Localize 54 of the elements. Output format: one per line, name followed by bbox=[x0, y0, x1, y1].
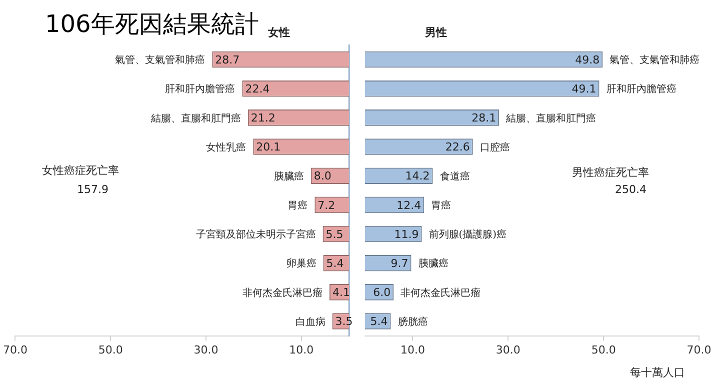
category-label: 前列腺(攝護腺)癌 bbox=[428, 230, 507, 241]
category-label: 胰臟癌 bbox=[418, 258, 448, 270]
category-label: 膀胱癌 bbox=[398, 316, 428, 328]
x-tick-label: 10.0 bbox=[400, 343, 425, 356]
y-tick-label: 胃癌 bbox=[288, 200, 308, 212]
data-label: 20.1 bbox=[256, 140, 281, 154]
data-label: 14.2 bbox=[405, 170, 430, 183]
data-label: 11.9 bbox=[394, 228, 419, 241]
data-label: 5.4 bbox=[326, 256, 344, 270]
data-label: 8.0 bbox=[314, 170, 332, 183]
data-label: 22.6 bbox=[445, 140, 470, 154]
x-tick-label: 50.0 bbox=[591, 343, 616, 356]
category-label: 胃癌 bbox=[431, 200, 452, 212]
data-label: 22.4 bbox=[245, 82, 270, 96]
text: 每十萬人口 bbox=[630, 365, 685, 380]
chart-title: 106年死因結果統計 bbox=[45, 9, 259, 40]
data-label: 28.1 bbox=[472, 112, 496, 125]
annotation: 女性癌症死亡率 bbox=[42, 163, 119, 178]
y-tick-label: 白血病 bbox=[295, 316, 326, 328]
chart-subtitle: 男性 bbox=[425, 25, 447, 40]
data-label: 6.0 bbox=[373, 286, 391, 300]
x-tick-label: 70.0 bbox=[686, 343, 712, 356]
annotation: 250.4 bbox=[615, 183, 646, 196]
annotation: 157.9 bbox=[77, 183, 108, 196]
y-tick-label: 子宮頸及部位未明示子宮癌 bbox=[196, 228, 316, 241]
x-tick-label: 10.0 bbox=[289, 343, 314, 356]
category-label: 口腔癌 bbox=[480, 142, 510, 154]
data-label: 28.7 bbox=[215, 53, 240, 66]
data-label: 49.1 bbox=[572, 82, 596, 96]
x-tick-label: 50.0 bbox=[98, 343, 123, 356]
category-label: 肝和肝內膽管癌 bbox=[606, 84, 676, 96]
y-tick-label: 女性乳癌 bbox=[206, 141, 246, 154]
data-label: 5.5 bbox=[326, 228, 344, 241]
x-tick-label: 30.0 bbox=[194, 343, 218, 356]
y-tick-label: 胰臟癌 bbox=[274, 170, 304, 182]
category-label: 非何杰金氏淋巴瘤 bbox=[400, 288, 481, 299]
data-label: 12.4 bbox=[396, 198, 422, 212]
data-label: 7.2 bbox=[318, 198, 336, 212]
category-label: 氣管、支氣管和肺癌 bbox=[610, 55, 700, 66]
data-label: 9.7 bbox=[390, 256, 408, 270]
chart-subtitle: 女性 bbox=[268, 25, 290, 40]
y-tick-label: 非何杰金氏淋巴瘤 bbox=[242, 286, 322, 299]
annotation: 男性癌症死亡率 bbox=[572, 165, 649, 180]
data-label: 4.1 bbox=[332, 286, 350, 300]
y-tick-label: 卵巢癌 bbox=[286, 258, 316, 270]
category-label: 食道癌 bbox=[440, 171, 470, 182]
data-label: 49.8 bbox=[575, 53, 600, 66]
data-label: 21.2 bbox=[250, 112, 276, 125]
y-tick-label: 結腸、直腸和肛門癌 bbox=[150, 112, 241, 124]
data-label: 3.5 bbox=[335, 315, 353, 328]
data-label: 5.4 bbox=[370, 315, 388, 328]
x-tick-label: 30.0 bbox=[496, 343, 520, 356]
category-label: 結腸、直腸和肛門癌 bbox=[506, 113, 596, 124]
x-tick-label: 70.0 bbox=[2, 343, 28, 356]
